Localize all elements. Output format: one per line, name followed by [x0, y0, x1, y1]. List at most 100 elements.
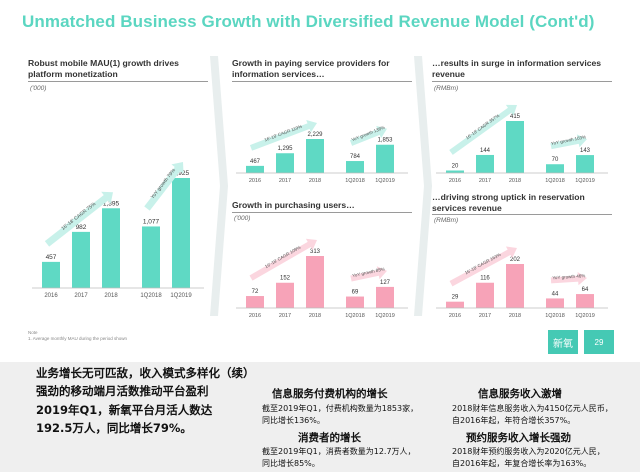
category-label: 2016: [249, 313, 261, 319]
yoy-arrow: YoY growth 85%: [350, 266, 387, 282]
category-label: 1Q2019: [375, 313, 395, 319]
value-label: 313: [310, 249, 321, 255]
category-label: 2017: [479, 313, 491, 319]
bar-1Q2018: [546, 298, 564, 308]
bar-2018: [306, 139, 324, 173]
flow-arrow-1: [210, 56, 228, 316]
category-label: 2017: [279, 313, 291, 319]
bar-2016: [446, 170, 464, 173]
value-label: 1,295: [277, 146, 293, 152]
value-label: 20: [452, 163, 459, 169]
bar-2018: [306, 256, 324, 308]
bar-1Q2019: [376, 144, 394, 173]
value-label: 116: [480, 276, 490, 282]
value-label: 457: [46, 254, 57, 261]
category-label: 2017: [479, 178, 491, 184]
yoy-arrow-label: YoY growth 103%: [551, 134, 587, 146]
category-label: 1Q2018: [345, 178, 365, 184]
bar-1Q2018: [546, 164, 564, 173]
value-label: 1,395: [103, 200, 120, 207]
category-label: 2016: [449, 178, 461, 184]
category-label: 2018: [104, 293, 118, 299]
footnote: Note 1. Average monthly MAU during the p…: [28, 330, 127, 342]
bar-2016: [42, 261, 60, 288]
value-label: 143: [580, 148, 591, 154]
mau-chart: 457 2016 982 2017 1,395 2018 1,077 1Q2018 1,925 1…: [32, 162, 204, 299]
value-label: 44: [552, 291, 559, 297]
caption-right-body-2b: 自2016年起，年复合增长率为163%。: [452, 459, 592, 468]
value-label: 1,077: [143, 218, 160, 225]
reservation-revenue-unit: (RMBm): [434, 217, 459, 224]
caption-left-body-2: 192.5万人，同比增长79%。: [36, 421, 192, 435]
caption-left-body-1: 2019年Q1，新氧平台月活人数达: [36, 403, 213, 417]
value-label: 1,853: [377, 138, 393, 144]
bar-2018: [102, 208, 120, 288]
bar-2018: [506, 264, 524, 308]
caption-mid-body-1a: 截至2019年Q1，付费机构数量为1853家，: [262, 404, 419, 413]
bar-1Q2019: [576, 155, 594, 173]
mau-unit: ('000): [30, 85, 47, 92]
purchasing-users-unit: ('000): [234, 215, 251, 222]
value-label: 72: [252, 289, 259, 295]
bar-2016: [446, 301, 464, 308]
yoy-arrow: YoY growth 103%: [550, 134, 587, 150]
info-revenue-chart: 20 2016 144 2017 415 2018 70 1Q2018 143 1Q2019 16'…: [436, 104, 608, 184]
bar-1Q2018: [346, 296, 364, 308]
caption-right-body-1a: 2018财年信息服务收入为4150亿元人民币，: [452, 404, 613, 413]
category-label: 2018: [309, 178, 321, 184]
caption-mid-body-2a: 截至2019年Q1，消费者数量为12.7万人，: [262, 447, 416, 456]
footnote-label: Note: [28, 330, 38, 335]
yoy-arrow-label: YoY growth 85%: [352, 266, 385, 278]
value-label: 144: [480, 148, 491, 154]
bar-1Q2019: [172, 178, 190, 288]
value-label: 29: [452, 295, 459, 301]
value-label: 127: [380, 280, 391, 286]
purchasing-users-chart: 72 2016 152 2017 313 2018 69 1Q2018 127 1Q2019 16'…: [236, 238, 408, 319]
value-label: 152: [280, 276, 291, 282]
bar-2017: [276, 282, 294, 308]
caption-mid-body-1b: 同比增长136%。: [262, 416, 325, 425]
category-label: 1Q2018: [545, 313, 565, 319]
reservation-revenue-chart-title: …driving strong uptick in reservation se…: [432, 192, 585, 213]
yoy-arrow-label: YoY growth 46%: [552, 273, 585, 280]
category-label: 2017: [279, 178, 291, 184]
bar-2016: [246, 165, 264, 173]
providers-chart: 467 2016 1,295 2017 2,229 2018 784 1Q2018 1,853 1…: [236, 119, 408, 184]
info-revenue-unit: (RMBm): [434, 85, 459, 92]
cagr-arrow-label: 16'-18' CAGR 357%: [465, 113, 501, 141]
bar-2017: [72, 231, 90, 288]
footnote-text: 1. Average monthly MAU during the period…: [28, 336, 127, 341]
caption-right-title-2: 预约服务收入增长强劲: [466, 432, 571, 444]
reservation-revenue-chart: 29 2016 116 2017 202 2018 44 1Q2018 64 1Q2019 16'-…: [436, 246, 608, 319]
category-label: 2016: [449, 313, 461, 319]
brand-logo: 新氧: [548, 330, 578, 354]
category-label: 2016: [44, 293, 58, 299]
chinese-caption: 业务增长无可匹敌，收入模式多样化（续） 强劲的移动端月活数推动平台盈利 2019…: [0, 362, 640, 472]
cagr-arrow-label: 16'-18' CAGR 163%: [464, 252, 502, 276]
reservation-revenue-divider: [432, 214, 612, 215]
slide: Unmatched Business Growth with Diversifi…: [22, 12, 614, 354]
caption-right-title-1: 信息服务收入激增: [478, 388, 562, 400]
value-label: 1,925: [173, 170, 190, 177]
value-label: 2,229: [307, 132, 323, 138]
value-label: 982: [76, 224, 87, 231]
bar-1Q2018: [346, 161, 364, 173]
bar-2017: [276, 153, 294, 173]
page-number: 29: [584, 330, 614, 354]
providers-divider: [232, 81, 412, 82]
value-label: 415: [510, 114, 521, 120]
category-label: 2017: [74, 293, 88, 299]
mau-chart-title: Robust mobile MAU(1) growth drives platf…: [28, 58, 179, 79]
value-label: 70: [552, 157, 559, 163]
info-revenue-divider: [432, 81, 612, 82]
yoy-arrow: YoY growth 46%: [550, 272, 587, 286]
info-revenue-chart-title: …results in surge in information service…: [432, 58, 602, 79]
category-label: 2018: [509, 178, 521, 184]
purchasing-users-divider: [232, 212, 412, 213]
purchasing-users-chart-title: Growth in purchasing users…: [232, 200, 355, 210]
category-label: 1Q2019: [170, 293, 192, 299]
cagr-arrow-label: 16'-18' CAGR 109%: [264, 245, 301, 269]
caption-mid-title-1: 信息服务付费机构的增长: [272, 388, 388, 400]
bar-2017: [476, 154, 494, 173]
caption-heading: 业务增长无可匹敌，收入模式多样化（续）: [36, 366, 255, 380]
